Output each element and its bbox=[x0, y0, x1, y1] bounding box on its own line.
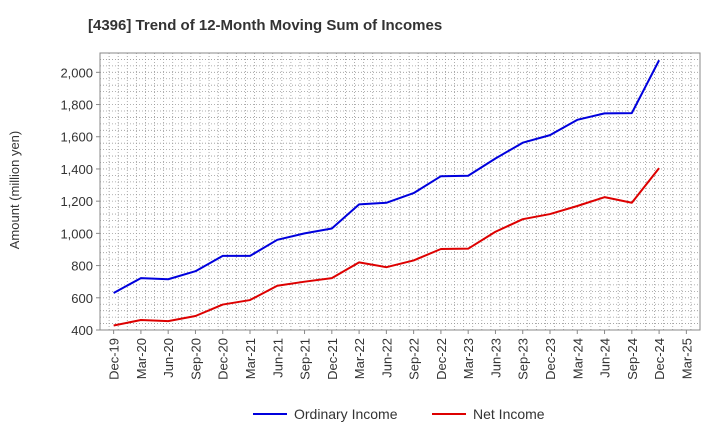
x-axis-ticks: Dec-19 Mar-20 Jun-20 Sep-20 Dec-20 Mar-21 Jun-… bbox=[107, 330, 694, 380]
x-tick-label: Jun-24 bbox=[598, 338, 613, 378]
x-tick-label: Dec-19 bbox=[107, 338, 122, 380]
x-tick-label: Jun-23 bbox=[488, 338, 503, 378]
x-tick-label: Mar-22 bbox=[352, 338, 367, 379]
x-tick-label: Mar-21 bbox=[243, 338, 258, 379]
x-tick-label: Dec-22 bbox=[434, 338, 449, 380]
series-line-ordinary-income bbox=[113, 59, 660, 294]
legend-ordinary-income-label: Ordinary Income bbox=[294, 406, 398, 422]
plot-frame bbox=[99, 52, 701, 331]
series-lines bbox=[113, 59, 660, 327]
x-tick-label: Mar-20 bbox=[134, 338, 149, 379]
y-axis-ticks: 400 600 800 1,000 1,200 1,400 1,600 1,800 2,000 bbox=[60, 65, 100, 338]
x-tick-label: Sep-21 bbox=[298, 338, 313, 380]
x-tick-label: Sep-23 bbox=[516, 338, 531, 380]
y-tick-label: 1,200 bbox=[60, 194, 93, 209]
series-line-net-income bbox=[113, 167, 660, 327]
y-tick-label: 2,000 bbox=[60, 65, 93, 80]
y-tick-label: 400 bbox=[71, 323, 93, 338]
x-tick-label: Dec-20 bbox=[216, 338, 231, 380]
y-axis-label: Amount (million yen) bbox=[7, 131, 22, 250]
legend-net-income-label: Net Income bbox=[473, 406, 545, 422]
grid-lines bbox=[100, 53, 700, 330]
y-tick-label: 1,600 bbox=[60, 130, 93, 145]
x-tick-label: Sep-24 bbox=[625, 338, 640, 380]
x-tick-label: Dec-21 bbox=[325, 338, 340, 380]
x-tick-label: Dec-23 bbox=[543, 338, 558, 380]
legend: Ordinary Income Net Income bbox=[253, 406, 545, 422]
chart-title: [4396] Trend of 12-Month Moving Sum of I… bbox=[88, 17, 442, 34]
x-tick-label: Jun-22 bbox=[379, 338, 394, 378]
y-tick-label: 1,400 bbox=[60, 162, 93, 177]
x-tick-label: Sep-22 bbox=[407, 338, 422, 380]
y-tick-label: 1,800 bbox=[60, 98, 93, 113]
x-tick-label: Dec-24 bbox=[652, 338, 667, 380]
x-tick-label: Jun-20 bbox=[161, 338, 176, 378]
x-tick-label: Mar-23 bbox=[461, 338, 476, 379]
x-tick-label: Sep-20 bbox=[188, 338, 203, 380]
y-tick-label: 600 bbox=[71, 291, 93, 306]
x-tick-label: Jun-21 bbox=[270, 338, 285, 378]
y-tick-label: 800 bbox=[71, 259, 93, 274]
x-tick-label: Mar-24 bbox=[570, 338, 585, 379]
y-tick-label: 1,000 bbox=[60, 226, 93, 241]
x-tick-label: Mar-25 bbox=[679, 338, 694, 379]
